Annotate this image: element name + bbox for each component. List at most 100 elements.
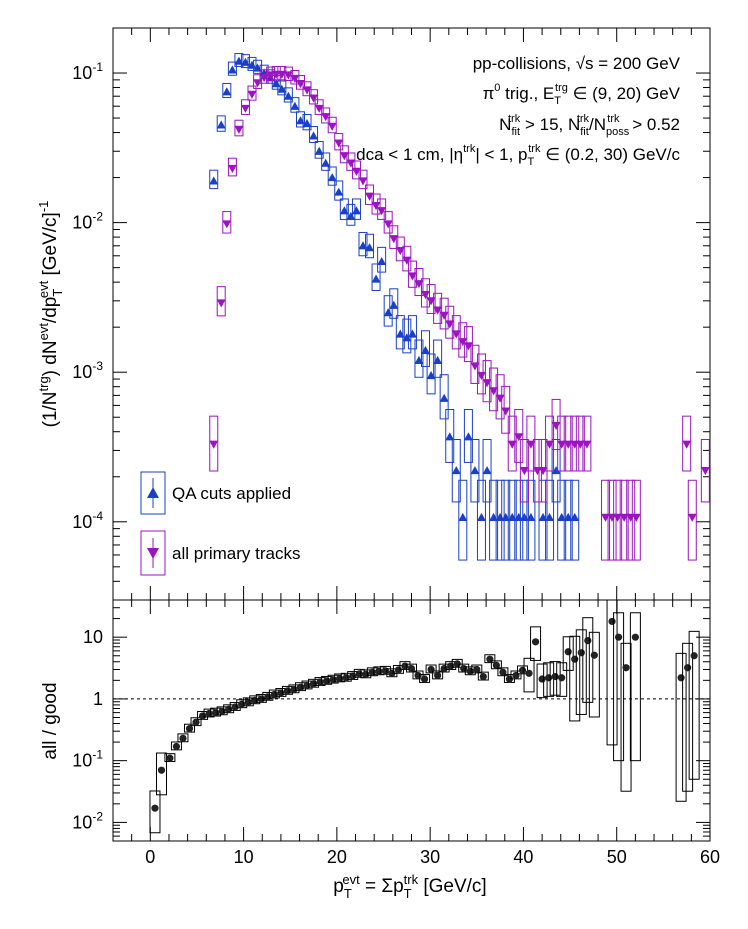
x-tick-label: 30	[420, 847, 440, 867]
ratio-marker	[244, 698, 252, 706]
uncertainty-box	[327, 166, 337, 186]
data-marker	[346, 159, 356, 168]
data-marker	[582, 440, 592, 449]
ratio-uncertainty-box	[588, 631, 600, 718]
data-marker	[247, 60, 257, 69]
data-marker	[327, 122, 337, 131]
data-marker	[358, 177, 368, 186]
data-marker	[321, 113, 331, 122]
uncertainty-box	[283, 87, 293, 103]
annotation-trigger: π0 trig., ETtrg ∈ (9, 20) GeV	[483, 82, 681, 107]
uncertainty-box	[463, 326, 473, 363]
uncertainty-box	[414, 268, 424, 297]
data-marker	[700, 466, 710, 476]
data-marker	[682, 440, 692, 449]
ratio-marker	[512, 671, 520, 680]
data-marker	[283, 91, 293, 100]
uncertainty-box	[426, 353, 436, 395]
ratio-marker	[434, 671, 442, 680]
uncertainty-box	[309, 126, 319, 143]
uncertainty-box	[309, 89, 319, 105]
data-marker	[389, 300, 399, 309]
uncertainty-box	[420, 278, 430, 308]
ratio-marker	[590, 651, 598, 659]
data-marker	[507, 440, 517, 449]
data-marker	[377, 207, 387, 216]
ratio-uncertainty-box	[530, 626, 542, 661]
data-marker	[476, 512, 486, 521]
uncertainty-box	[302, 113, 312, 131]
ratio-marker	[198, 712, 207, 720]
uncertainty-box	[495, 374, 505, 420]
data-marker	[227, 65, 237, 74]
data-marker	[476, 371, 486, 381]
ratio-marker	[166, 754, 174, 762]
data-marker	[420, 345, 430, 354]
x-tick-label: 20	[327, 847, 347, 867]
uncertainty-box	[234, 119, 244, 137]
data-marker	[290, 74, 300, 83]
uncertainty-box	[433, 339, 443, 378]
ratio-marker	[473, 665, 481, 674]
uncertainty-box	[545, 415, 555, 472]
data-marker	[216, 120, 226, 129]
uncertainty-box	[445, 305, 455, 339]
data-marker	[470, 466, 480, 475]
ratio-marker	[447, 662, 455, 670]
uncertainty-box	[222, 211, 232, 234]
ratio-marker	[151, 804, 159, 812]
top-y-axis-ticks	[112, 27, 711, 601]
uncertainty-box	[607, 479, 617, 561]
top-y-tick-label: 10-1	[72, 60, 103, 83]
ratio-marker	[571, 655, 579, 663]
uncertainty-box	[346, 152, 356, 171]
uncertainty-box	[290, 97, 300, 113]
ratio-marker	[283, 687, 292, 695]
uncertainty-box	[227, 157, 237, 177]
bottom-y-tick-label: 10-2	[72, 809, 103, 832]
ratio-marker	[218, 707, 226, 715]
ratio-uncertainty-box	[156, 752, 168, 796]
data-marker	[687, 513, 697, 522]
ratio-marker	[420, 675, 429, 683]
data-marker	[351, 167, 361, 176]
uncertainty-box	[240, 54, 250, 69]
data-marker	[451, 330, 461, 339]
data-marker	[389, 235, 399, 244]
series-qa-cuts	[209, 53, 580, 561]
data-marker	[402, 256, 412, 265]
ratio-uncertainty-box	[629, 612, 641, 762]
uncertainty-box	[582, 415, 592, 472]
data-marker	[234, 125, 244, 134]
data-marker	[227, 164, 237, 174]
data-marker	[309, 131, 319, 140]
annotation-block: pp-collisions, √s = 200 GeV π0 trig., ET…	[356, 54, 681, 168]
data-marker	[514, 433, 524, 442]
uncertainty-box	[216, 115, 226, 132]
uncertainty-box	[365, 233, 375, 259]
top-series-group	[209, 53, 710, 561]
uncertainty-box	[302, 81, 312, 97]
data-marker	[570, 512, 580, 521]
uncertainty-box	[377, 198, 387, 220]
data-marker	[209, 176, 219, 185]
uncertainty-box	[253, 59, 263, 74]
data-marker	[414, 355, 424, 364]
ratio-marker	[531, 638, 540, 646]
uncertainty-box	[247, 56, 257, 71]
uncertainty-box	[227, 61, 237, 76]
ratio-uncertainty-box	[613, 612, 625, 762]
ratio-marker	[538, 675, 546, 683]
legend: QA cuts applied all primary tracks	[140, 471, 300, 576]
ratio-marker	[381, 667, 389, 675]
series-ratio	[149, 599, 700, 834]
uncertainty-box	[389, 288, 399, 319]
data-marker	[420, 291, 430, 300]
data-marker	[482, 466, 492, 475]
uncertainty-box	[439, 374, 449, 420]
uncertainty-box	[358, 169, 368, 190]
data-marker	[495, 394, 505, 403]
uncertainty-box	[687, 479, 697, 561]
